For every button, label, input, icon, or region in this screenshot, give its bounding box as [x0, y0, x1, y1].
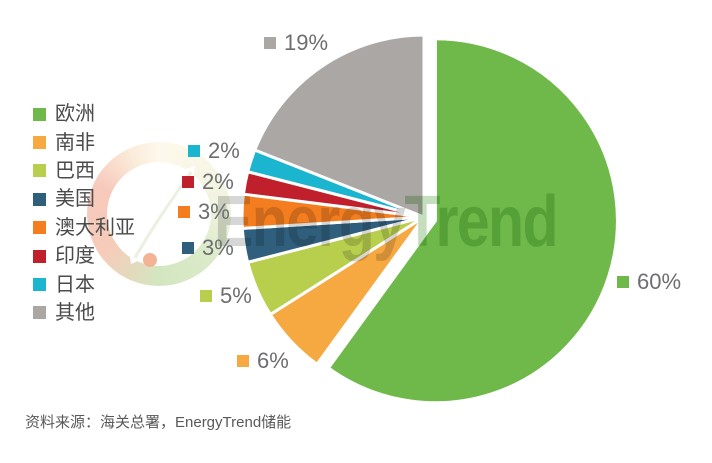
pie-slice — [326, 37, 619, 405]
legend-item: 欧洲 — [33, 100, 135, 128]
legend-label: 其他 — [55, 301, 95, 324]
legend-item: 日本 — [33, 270, 135, 298]
logo-orange-dot — [143, 253, 157, 267]
legend-item: 南非 — [33, 128, 135, 156]
legend-swatch — [33, 164, 46, 178]
legend-label: 印度 — [55, 245, 95, 268]
legend-label: 巴西 — [55, 159, 95, 182]
legend-item: 巴西 — [33, 157, 135, 185]
legend-label: 南非 — [55, 131, 95, 154]
legend-swatch — [33, 136, 46, 150]
source-note: 资料来源：海关总署，EnergyTrend储能 — [25, 414, 292, 431]
chart-legend: 欧洲南非巴西美国澳大利亚印度日本其他 — [33, 100, 135, 327]
legend-swatch — [33, 306, 46, 320]
legend-item: 其他 — [33, 299, 135, 327]
legend-label: 日本 — [55, 273, 95, 296]
legend-label: 欧洲 — [55, 103, 95, 126]
legend-label: 美国 — [55, 188, 95, 211]
legend-item: 美国 — [33, 185, 135, 213]
legend-swatch — [33, 192, 46, 206]
legend-swatch — [33, 107, 46, 121]
legend-swatch — [33, 221, 46, 235]
pie-slice — [253, 33, 426, 219]
legend-swatch — [33, 249, 46, 263]
legend-swatch — [33, 278, 46, 292]
legend-item: 澳大利亚 — [33, 214, 135, 242]
legend-item: 印度 — [33, 242, 135, 270]
legend-label: 澳大利亚 — [55, 216, 135, 239]
